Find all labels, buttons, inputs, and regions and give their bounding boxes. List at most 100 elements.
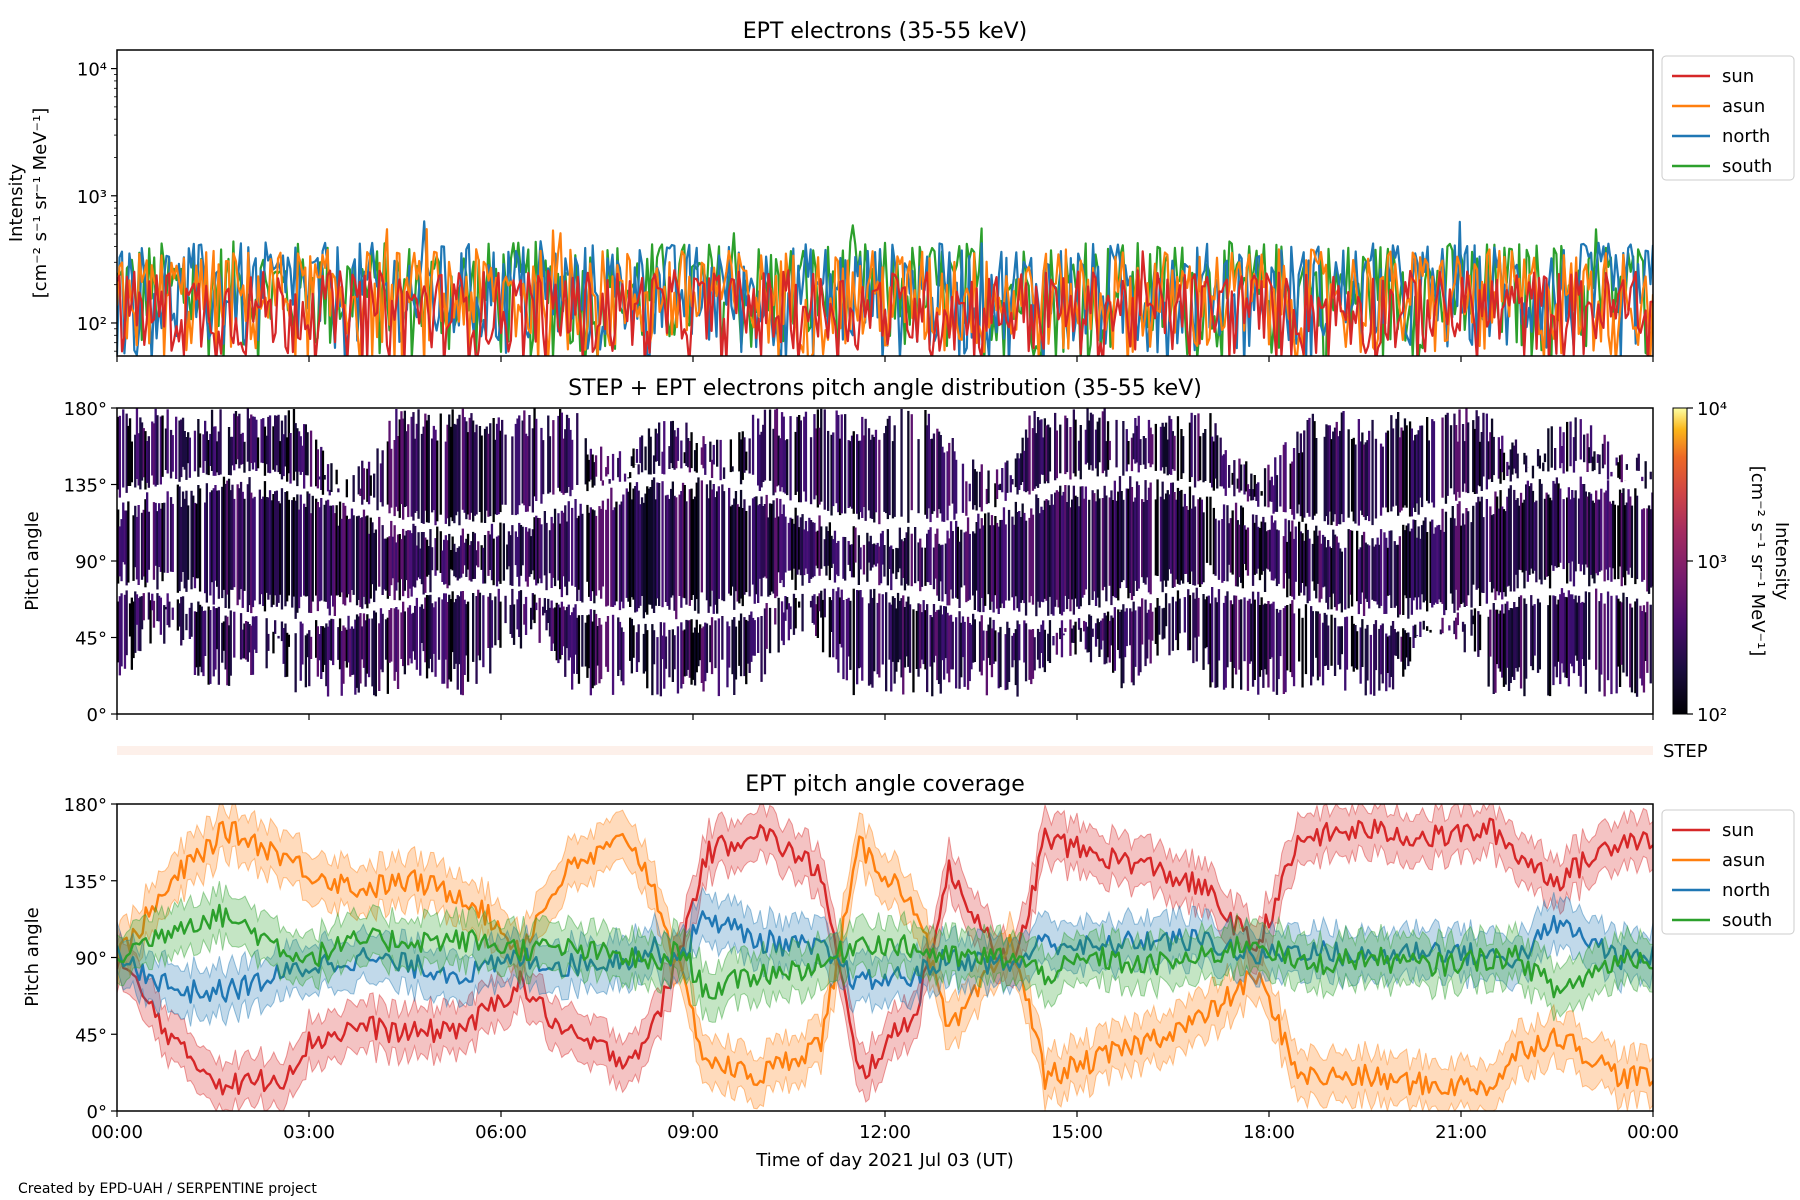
heatmap-cell	[460, 591, 463, 695]
heatmap-cell	[366, 614, 369, 674]
heatmap-cell	[463, 417, 466, 513]
heatmap-cell	[1617, 598, 1620, 667]
heatmap-cell	[514, 423, 518, 516]
heatmap-cell	[1603, 603, 1606, 697]
heatmap-cell	[135, 516, 139, 580]
heatmap-cell	[796, 515, 799, 575]
heatmap-cell	[1245, 461, 1248, 492]
heatmap-cell	[262, 418, 265, 464]
heatmap-cell	[436, 526, 439, 571]
legend-asun-label: asun	[1722, 96, 1765, 117]
heatmap-cell	[581, 615, 584, 667]
heatmap-cell	[1094, 501, 1098, 606]
heatmap-cell	[246, 484, 250, 612]
heatmap-cell	[357, 616, 360, 693]
heatmap-cell	[680, 440, 683, 469]
heatmap-cell	[533, 408, 536, 497]
heatmap-cell	[801, 593, 804, 632]
heatmap-cell	[630, 456, 634, 467]
heatmap-cell	[284, 492, 287, 607]
heatmap-cell	[1427, 440, 1431, 504]
y-tick-label: 45°	[75, 1025, 107, 1046]
heatmap-cell	[1134, 497, 1137, 581]
heatmap-cell	[750, 611, 753, 662]
heatmap-cell	[673, 635, 676, 670]
heatmap-cell	[1333, 427, 1337, 515]
heatmap-cell	[272, 631, 275, 654]
heatmap-cell	[1038, 513, 1041, 608]
heatmap-cell	[646, 630, 649, 689]
y-tick-label: 0°	[87, 1102, 107, 1123]
heatmap-cell	[794, 598, 797, 629]
heatmap-cell	[120, 519, 123, 582]
heatmap-cell	[705, 623, 709, 673]
heatmap-cell	[1253, 475, 1256, 497]
heatmap-cell	[1272, 601, 1275, 692]
heatmap-cell	[1350, 530, 1354, 607]
heatmap-cell	[344, 627, 347, 662]
heatmap-cell	[1161, 608, 1164, 640]
heatmap-cell	[1595, 588, 1598, 670]
heatmap-cell	[837, 540, 840, 577]
heatmap-cell	[1405, 632, 1408, 658]
heatmap-cell	[1347, 429, 1350, 518]
heatmap-cell	[944, 606, 948, 659]
panel1-title: EPT electrons (35-55 keV)	[743, 19, 1028, 44]
heatmap-cell	[816, 530, 820, 569]
heatmap-cell	[190, 602, 193, 637]
heatmap-cell	[1506, 601, 1509, 668]
heatmap-cell	[1094, 429, 1098, 469]
heatmap-cell	[608, 479, 611, 484]
heatmap-cell	[1311, 611, 1315, 677]
heatmap-cell	[1378, 544, 1381, 609]
heatmap-cell	[929, 615, 932, 667]
heatmap-cell	[649, 436, 652, 475]
heatmap-cell	[975, 522, 978, 591]
heatmap-cell	[1265, 604, 1268, 675]
heatmap-cell	[652, 477, 656, 613]
heatmap-cell	[216, 608, 219, 650]
heatmap-cell	[1134, 610, 1137, 667]
heatmap-cell	[1069, 427, 1072, 480]
heatmap-cell	[565, 414, 569, 493]
heatmap-cell	[1583, 434, 1586, 463]
heatmap-cell	[777, 435, 780, 486]
heatmap-cell	[378, 516, 381, 587]
heatmap-cell	[658, 422, 661, 466]
heatmap-cell	[267, 633, 270, 651]
heatmap-cell	[492, 418, 495, 523]
heatmap-cell	[400, 612, 403, 659]
heatmap-cell	[849, 441, 852, 507]
heatmap-cell	[485, 426, 488, 511]
heatmap-cell	[804, 521, 808, 569]
heatmap-cell	[1480, 496, 1483, 593]
heatmap-cell	[1470, 522, 1473, 608]
heatmap-cell	[1117, 609, 1120, 650]
heatmap-cell	[890, 545, 893, 591]
heatmap-cell	[1079, 486, 1082, 607]
heatmap-cell	[415, 597, 419, 670]
heatmap-cell	[245, 621, 248, 660]
heatmap-cell	[345, 629, 349, 668]
heatmap-cell	[1047, 633, 1050, 662]
heatmap-cell	[1373, 624, 1376, 696]
heatmap-cell	[342, 502, 345, 605]
heatmap-cell	[1002, 507, 1006, 609]
heatmap-cell	[1313, 421, 1316, 516]
heatmap-cell	[1127, 488, 1130, 599]
heatmap-cell	[588, 512, 591, 597]
heatmap-cell	[1183, 597, 1187, 633]
heatmap-cell	[1240, 464, 1243, 491]
heatmap-cell	[960, 529, 963, 588]
heatmap-cell	[1528, 486, 1531, 575]
heatmap-cell	[596, 626, 599, 666]
heatmap-cell	[152, 502, 156, 580]
heatmap-cell	[140, 596, 144, 630]
heatmap-cell	[1391, 621, 1395, 690]
heatmap-cell	[588, 614, 591, 669]
heatmap-cell	[1214, 423, 1217, 479]
heatmap-cell	[1407, 632, 1410, 667]
heatmap-cell	[1330, 548, 1333, 610]
heatmap-cell	[410, 613, 413, 664]
heatmap-cell	[695, 443, 698, 473]
